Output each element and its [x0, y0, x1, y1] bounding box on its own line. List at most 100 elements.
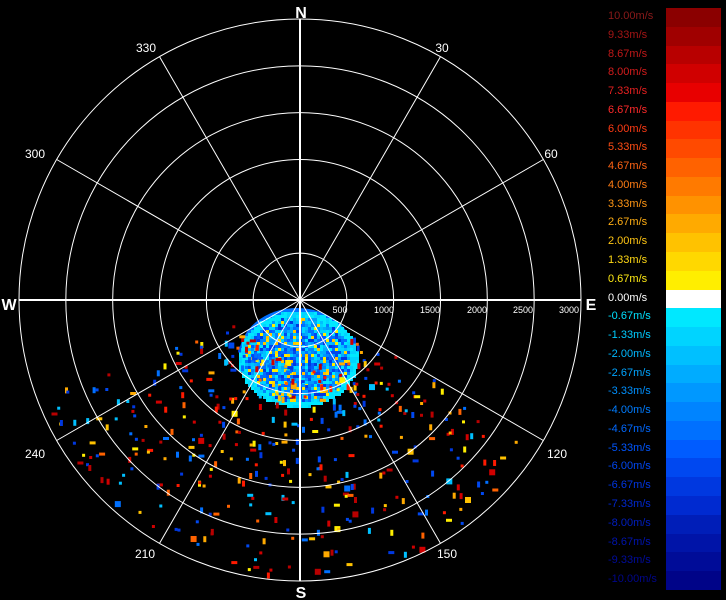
range-label: 3000 — [559, 305, 579, 315]
echo-cell — [130, 467, 134, 471]
echo-cell — [344, 494, 348, 498]
echo-cell — [245, 369, 248, 372]
echo-cell — [308, 378, 311, 381]
echo-cell — [254, 342, 257, 345]
echo-cell — [347, 348, 350, 351]
echo-cell — [341, 330, 344, 333]
echo-cell — [308, 384, 311, 387]
legend-swatch — [666, 402, 721, 421]
echo-cell — [314, 375, 317, 378]
echo-cell — [284, 351, 287, 354]
echo-cell — [278, 324, 281, 327]
echo-cell — [225, 358, 229, 365]
echo-cell — [440, 388, 444, 395]
echo-cell — [281, 384, 284, 387]
echo-cell — [275, 354, 278, 357]
echo-cell — [192, 453, 196, 457]
echo-cell — [308, 363, 311, 366]
echo-cell — [272, 321, 275, 324]
echo-cell — [302, 312, 305, 315]
echo-cell — [308, 324, 311, 327]
echo-cell — [323, 315, 326, 318]
echo-cell — [347, 345, 350, 348]
azimuth-line — [299, 299, 544, 441]
echo-cell — [285, 370, 292, 374]
echo-cell — [346, 384, 350, 391]
echo-cell — [248, 354, 251, 357]
echo-cell — [287, 402, 290, 405]
echo-cell — [350, 363, 353, 366]
echo-cell — [296, 366, 299, 369]
echo-cell — [269, 390, 272, 393]
echo-cell — [269, 357, 272, 360]
echo-cell — [329, 324, 332, 327]
echo-cell — [296, 399, 299, 402]
echo-cell — [275, 321, 278, 324]
echo-cell — [326, 357, 329, 360]
echo-cell — [329, 318, 332, 321]
echo-cell — [311, 363, 314, 366]
echo-cell — [189, 379, 193, 383]
legend-swatch — [666, 8, 721, 27]
echo-cell — [51, 412, 58, 416]
echo-cell — [392, 450, 398, 454]
echo-cell — [344, 357, 347, 360]
echo-cell — [329, 375, 332, 378]
echo-cell — [96, 417, 103, 421]
echo-cell — [281, 366, 284, 369]
legend-entry: -6.67m/s — [605, 477, 726, 497]
echo-cell — [323, 393, 326, 396]
echo-cell — [287, 396, 290, 399]
echo-cell — [356, 357, 359, 360]
legend-entry: 7.33m/s — [605, 83, 726, 102]
echo-cell — [320, 342, 323, 345]
echo-cell — [179, 386, 183, 390]
echo-cell — [340, 436, 344, 440]
echo-cell — [248, 351, 251, 354]
echo-cell — [421, 532, 425, 539]
echo-cell — [254, 363, 257, 366]
echo-cell — [159, 504, 163, 508]
echo-cell — [333, 458, 337, 462]
echo-cell — [86, 463, 89, 467]
echo-cell — [260, 357, 263, 360]
echo-cell — [287, 381, 290, 384]
echo-cell — [362, 400, 366, 407]
echo-cell — [269, 342, 272, 345]
echo-cell — [284, 375, 287, 378]
echo-cell — [311, 336, 314, 339]
echo-cell — [305, 369, 308, 372]
echo-cell — [284, 369, 287, 372]
echo-cell — [284, 384, 287, 387]
echo-cell — [460, 521, 464, 525]
echo-cell — [308, 402, 311, 405]
echo-cell — [269, 399, 272, 402]
echo-cell — [492, 488, 499, 492]
echo-cell — [266, 378, 269, 381]
legend-entry: 2.67m/s — [605, 214, 726, 234]
echo-cell — [350, 336, 353, 339]
echo-cell — [218, 353, 222, 359]
echo-cell — [272, 384, 275, 387]
echo-cell — [263, 339, 266, 342]
legend-label: -5.33m/s — [608, 441, 651, 454]
echo-cell — [326, 321, 329, 324]
echo-cell — [289, 395, 296, 399]
echo-cell — [290, 354, 293, 357]
echo-cell — [291, 422, 298, 426]
echo-cell — [278, 354, 281, 357]
echo-cell — [174, 527, 178, 531]
echo-cell — [338, 362, 345, 366]
legend-label: 8.67m/s — [608, 47, 648, 60]
echo-cell — [278, 339, 281, 342]
legend-label: -2.67m/s — [608, 366, 651, 379]
echo-cell — [311, 402, 314, 405]
echo-cell — [296, 324, 299, 327]
legend-entry: 0.00m/s — [605, 289, 726, 309]
echo-cell — [326, 330, 329, 333]
echo-cell — [287, 390, 290, 393]
echo-cell — [245, 339, 248, 342]
echo-cell — [327, 520, 331, 527]
echo-cell — [317, 318, 320, 321]
echo-cell — [208, 389, 215, 393]
